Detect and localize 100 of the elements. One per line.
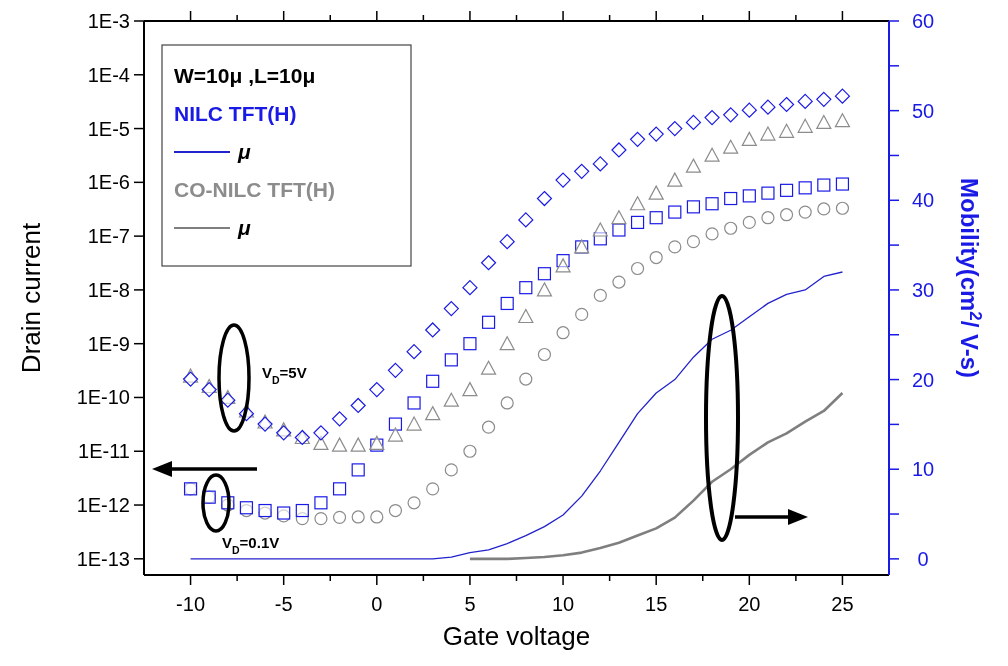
x-tick-label: -10 (176, 593, 206, 615)
point (816, 91, 832, 107)
point (592, 156, 608, 172)
point (612, 275, 626, 289)
point (611, 210, 627, 225)
point (649, 250, 663, 265)
point (537, 267, 552, 281)
point (704, 147, 720, 162)
point (778, 96, 795, 113)
annotation: V$_{D}$=0.1V (222, 534, 280, 556)
y2-tick-label: 30 (911, 278, 935, 301)
point (798, 205, 812, 219)
point (760, 126, 776, 141)
point (574, 163, 590, 179)
point (387, 362, 404, 378)
y-tick-label: 1E-6 (87, 171, 130, 194)
point (630, 261, 645, 276)
y-tick-label: 1E-5 (87, 117, 130, 140)
point (444, 463, 458, 477)
point (705, 227, 719, 241)
point (798, 181, 812, 195)
point (817, 202, 831, 216)
point (760, 99, 776, 115)
point (519, 372, 533, 386)
text: NILC TFT(H) (174, 102, 297, 125)
point (778, 123, 795, 138)
point (350, 397, 366, 414)
point (369, 382, 385, 398)
legend-label: μ (237, 216, 251, 239)
point (407, 396, 421, 410)
point (351, 463, 365, 477)
legend-title: W=10μ ,L=10μ (174, 64, 316, 87)
point (443, 300, 459, 317)
x-tick-label: 0 (371, 593, 383, 615)
point (536, 190, 553, 207)
y-tick-label: 1E-8 (87, 278, 130, 301)
point (667, 172, 683, 187)
point (835, 201, 850, 215)
point (629, 196, 646, 211)
x-tick-label: 25 (831, 593, 854, 615)
point (314, 511, 328, 526)
point (817, 178, 831, 192)
point (332, 482, 347, 496)
point (686, 235, 701, 249)
y-tick-label: 1E-4 (87, 63, 130, 86)
point (537, 347, 552, 362)
point (331, 437, 348, 452)
point (592, 222, 608, 237)
point (350, 437, 366, 452)
point (834, 88, 851, 104)
point (518, 212, 534, 228)
y-tick-label: 1E-7 (87, 225, 130, 248)
x-tick-label: 5 (464, 593, 476, 615)
y2-tick-label: 50 (911, 99, 935, 122)
point (649, 211, 663, 225)
point (426, 482, 440, 496)
point (387, 427, 404, 442)
point (370, 510, 384, 524)
point (313, 425, 329, 441)
point (685, 158, 702, 173)
point (797, 118, 813, 133)
point (629, 131, 646, 147)
point (724, 191, 738, 206)
point (500, 296, 514, 311)
point (742, 215, 756, 229)
y2-tick-label: 10 (911, 458, 935, 481)
point (705, 197, 719, 211)
point (667, 120, 683, 137)
point (834, 113, 851, 128)
annotation: V$_{D}$=5V (262, 364, 307, 386)
point (761, 211, 775, 225)
point (443, 392, 459, 407)
y-tick-label: 1E-13 (76, 547, 130, 570)
point (295, 503, 309, 518)
point (480, 255, 497, 271)
point (331, 411, 348, 427)
point (668, 240, 682, 254)
point (723, 107, 739, 123)
point (406, 416, 422, 431)
line-series (468, 391, 844, 561)
y2-tick-label: 40 (911, 189, 935, 212)
point (462, 280, 478, 296)
x-axis-title: Gate voltage (442, 621, 591, 651)
point (741, 102, 757, 118)
point (742, 189, 756, 203)
point (741, 131, 757, 146)
point (463, 337, 477, 351)
y-tick-label: 1E-10 (76, 386, 130, 409)
point (648, 185, 664, 200)
point (797, 93, 813, 109)
point (407, 496, 421, 510)
point (332, 510, 347, 524)
point (685, 114, 702, 131)
point (500, 396, 514, 410)
point (519, 281, 533, 295)
y2-tick-label: 20 (911, 368, 935, 391)
point (201, 382, 217, 398)
point (816, 114, 832, 130)
point (630, 215, 645, 229)
point (648, 126, 664, 142)
